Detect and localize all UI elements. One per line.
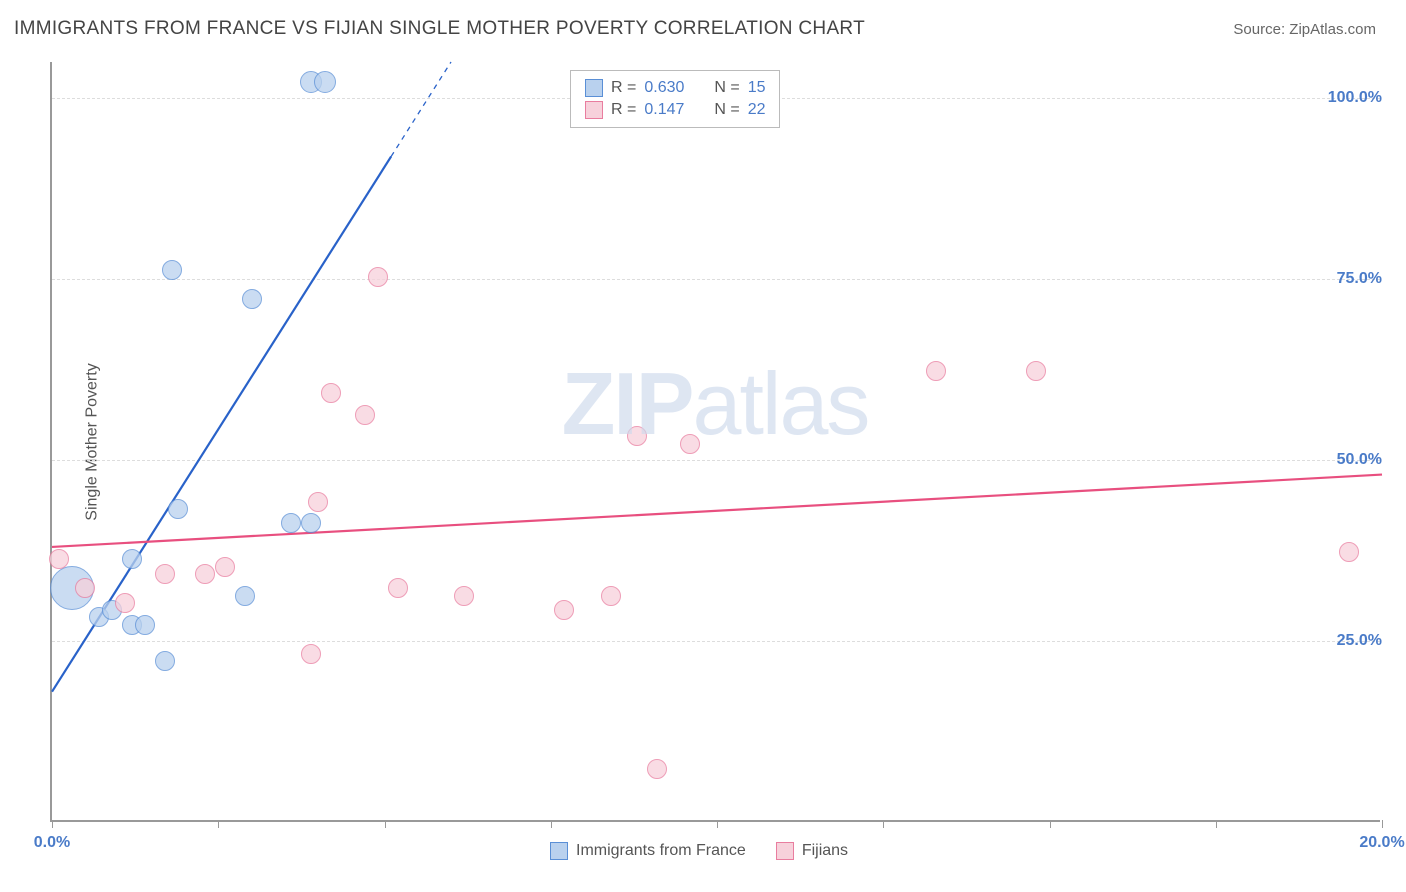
scatter-point	[49, 549, 69, 569]
scatter-point	[122, 549, 142, 569]
correlation-legend: R = 0.630 N = 15 R = 0.147 N = 22	[570, 70, 780, 128]
scatter-point	[388, 578, 408, 598]
legend-row: R = 0.630 N = 15	[585, 77, 765, 99]
legend-n-label: N =	[714, 79, 739, 97]
scatter-point	[75, 578, 95, 598]
legend-item: Immigrants from France	[550, 842, 746, 860]
scatter-point	[301, 644, 321, 664]
legend-r-label: R =	[611, 101, 636, 119]
x-tick	[385, 820, 386, 828]
plot-box: 25.0%50.0%75.0%100.0%0.0%20.0%	[50, 62, 1380, 822]
scatter-point	[215, 557, 235, 577]
source-attribution: Source: ZipAtlas.com	[1233, 21, 1376, 38]
legend-swatch	[585, 101, 603, 119]
x-tick-label: 0.0%	[34, 834, 70, 852]
scatter-point	[195, 564, 215, 584]
legend-n-value: 15	[748, 79, 766, 97]
legend-n-label: N =	[714, 101, 739, 119]
scatter-point	[242, 289, 262, 309]
trend-lines	[52, 62, 1380, 820]
x-tick	[1216, 820, 1217, 828]
chart-title: IMMIGRANTS FROM FRANCE VS FIJIAN SINGLE …	[14, 18, 865, 40]
scatter-point	[321, 383, 341, 403]
y-gridline	[52, 460, 1380, 461]
y-gridline	[52, 641, 1380, 642]
scatter-point	[1026, 361, 1046, 381]
scatter-point	[680, 434, 700, 454]
scatter-point	[135, 615, 155, 635]
x-tick	[218, 820, 219, 828]
legend-swatch	[585, 79, 603, 97]
legend-r-label: R =	[611, 79, 636, 97]
scatter-point	[162, 260, 182, 280]
chart-area: Single Mother Poverty 25.0%50.0%75.0%100…	[50, 62, 1380, 822]
legend-swatch	[776, 842, 794, 860]
scatter-point	[115, 593, 135, 613]
y-tick-label: 25.0%	[1337, 632, 1382, 650]
legend-r-value: 0.147	[644, 101, 694, 119]
scatter-point	[168, 499, 188, 519]
y-tick-label: 75.0%	[1337, 270, 1382, 288]
scatter-point	[314, 71, 336, 93]
scatter-point	[926, 361, 946, 381]
scatter-point	[355, 405, 375, 425]
x-tick	[1050, 820, 1051, 828]
x-tick	[551, 820, 552, 828]
x-tick	[52, 820, 53, 828]
legend-series-name: Immigrants from France	[576, 842, 746, 860]
legend-series-name: Fijians	[802, 842, 848, 860]
scatter-point	[301, 513, 321, 533]
x-tick-label: 20.0%	[1359, 834, 1404, 852]
source-value: ZipAtlas.com	[1289, 21, 1376, 38]
legend-item: Fijians	[776, 842, 848, 860]
x-tick	[717, 820, 718, 828]
y-tick-label: 50.0%	[1337, 451, 1382, 469]
scatter-point	[235, 586, 255, 606]
x-tick	[883, 820, 884, 828]
legend-n-value: 22	[748, 101, 766, 119]
scatter-point	[627, 426, 647, 446]
y-gridline	[52, 279, 1380, 280]
source-label: Source:	[1233, 21, 1289, 38]
scatter-point	[647, 759, 667, 779]
legend-swatch	[550, 842, 568, 860]
x-tick	[1382, 820, 1383, 828]
scatter-point	[601, 586, 621, 606]
scatter-point	[554, 600, 574, 620]
scatter-point	[308, 492, 328, 512]
scatter-point	[1339, 542, 1359, 562]
y-tick-label: 100.0%	[1328, 89, 1382, 107]
legend-r-value: 0.630	[644, 79, 694, 97]
scatter-point	[281, 513, 301, 533]
scatter-point	[454, 586, 474, 606]
legend-row: R = 0.147 N = 22	[585, 99, 765, 121]
scatter-point	[368, 267, 388, 287]
series-legend: Immigrants from France Fijians	[550, 842, 848, 860]
scatter-point	[155, 564, 175, 584]
scatter-point	[155, 651, 175, 671]
